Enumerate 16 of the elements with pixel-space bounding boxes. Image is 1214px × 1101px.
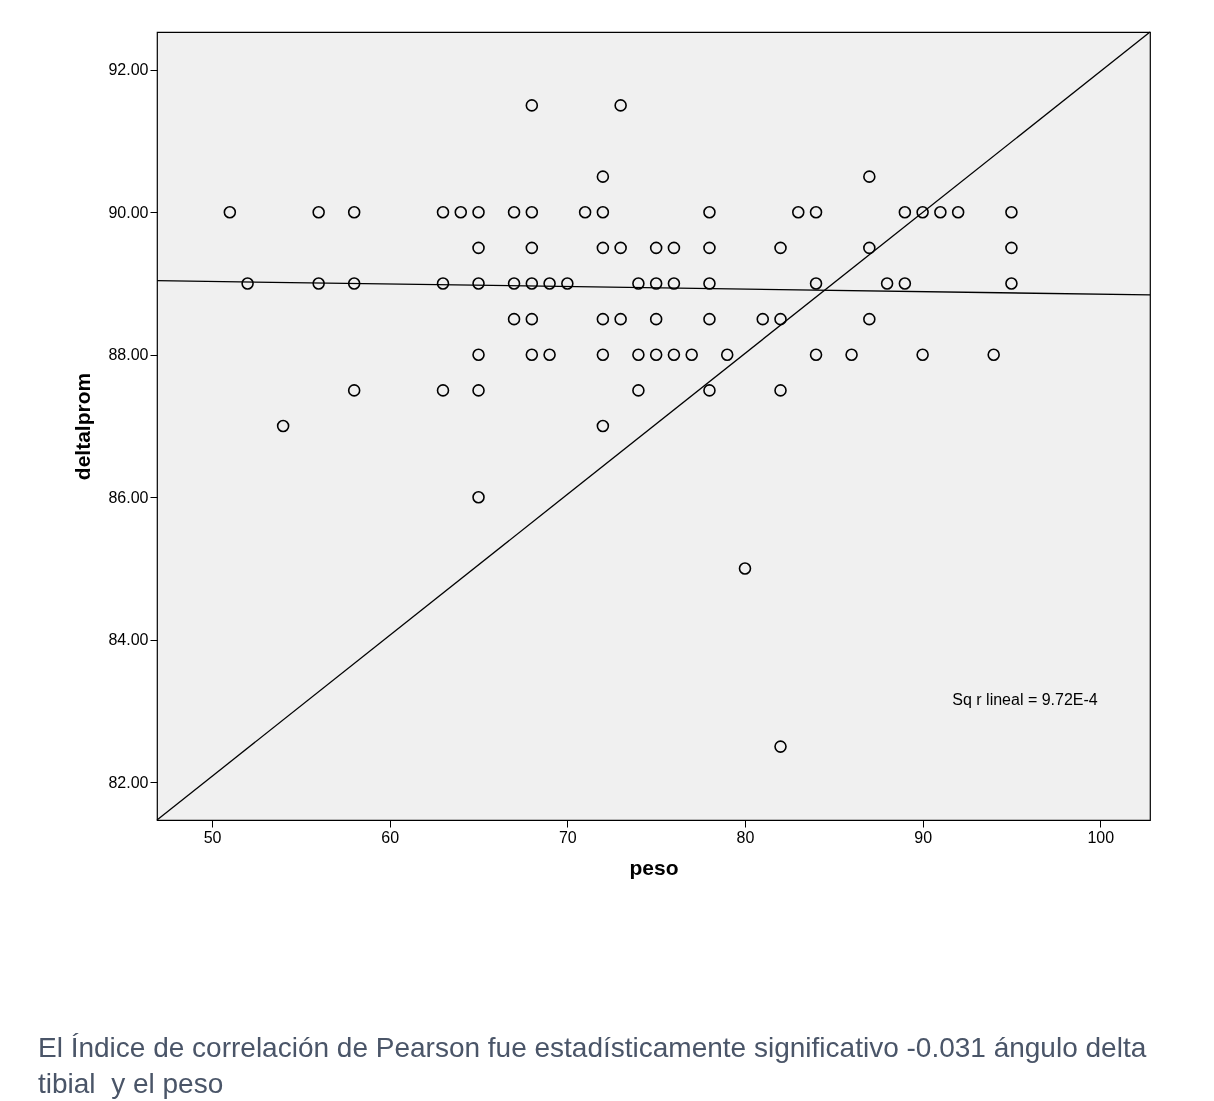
y-axis-title: deltalprom [71,372,95,481]
x-tick-label: 50 [203,828,222,846]
y-tick-label: 90.00 [108,203,149,221]
y-tick-label: 82.00 [108,773,149,791]
y-tick-label: 92.00 [108,61,149,79]
x-tick-label: 70 [558,828,577,846]
x-tick-label: 100 [1087,828,1115,846]
x-tick-label: 60 [381,828,400,846]
x-axis-title: peso [629,855,679,879]
x-tick-label: 90 [914,828,933,846]
y-tick-label: 84.00 [108,631,149,649]
text: El Índice de correlación de Pearson fue estadísticamente significativo -0.031 ángulo delta tibial y el peso [38,1031,1148,1101]
y-tick-label: 86.00 [108,488,149,506]
annotation: Sq r lineal = 9.72E-4 [952,691,1098,708]
x-tick-label: 80 [736,828,755,846]
y-tick-label: 88.00 [108,346,149,364]
